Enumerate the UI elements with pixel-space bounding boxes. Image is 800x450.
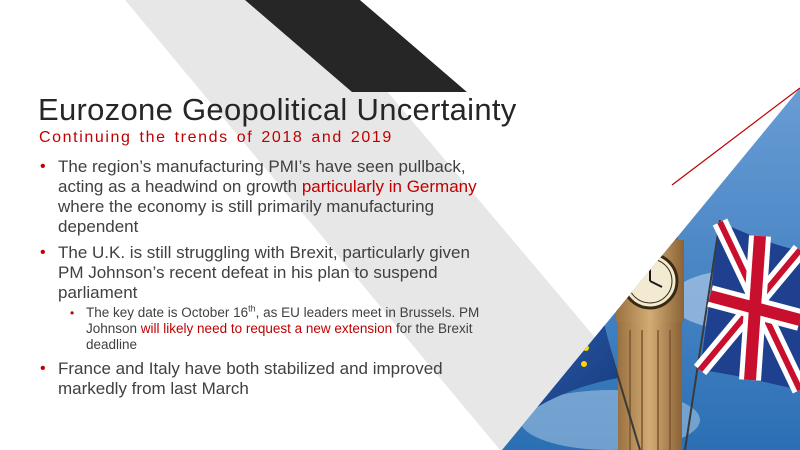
bullet-text: where the economy is still primarily man… [58,197,435,236]
bullet-brexit: • The U.K. is still struggling with Brex… [40,243,490,353]
gray-band [125,0,690,450]
white-corner [360,0,800,92]
dark-band [245,0,467,92]
bullet-list: • The region’s manufacturing PMI’s have … [40,157,490,405]
sub-bullet-marker: • [70,306,75,320]
sub-bullet-list: • The key date is October 16th, as EU le… [70,303,490,353]
union-jack-icon [684,218,800,450]
bullet-text: The U.K. is still struggling with Brexit… [58,243,470,302]
accent-line [671,87,800,186]
sub-bullet-text: The key date is October 16 [86,305,249,320]
bullet-marker: • [40,158,46,175]
bullet-marker: • [40,244,46,261]
bullet-marker: • [40,360,46,377]
sub-bullet-highlight: will likely need to request a new extens… [140,321,393,336]
slide-title: Eurozone Geopolitical Uncertainty [38,92,517,127]
slide-subtitle: Continuing the trends of 2018 and 2019 [39,129,393,146]
sub-bullet-text: for the Brexit deadline [86,321,473,352]
bullet-text: France and Italy have both stabilized an… [58,359,443,398]
bullet-text: The region’s manufacturing PMI’s have se… [58,157,466,196]
sub-bullet-text: , as EU leaders meet in Brussels. PM Joh… [86,305,480,336]
bullet-france-italy: • France and Italy have both stabilized … [40,359,490,399]
bullet-highlight: particularly in Germany [301,177,477,196]
sub-bullet-key-date: • The key date is October 16th, as EU le… [70,303,490,353]
date-superscript: th [248,303,256,314]
big-ben-icon [616,170,684,450]
bullet-manufacturing: • The region’s manufacturing PMI’s have … [40,157,490,237]
